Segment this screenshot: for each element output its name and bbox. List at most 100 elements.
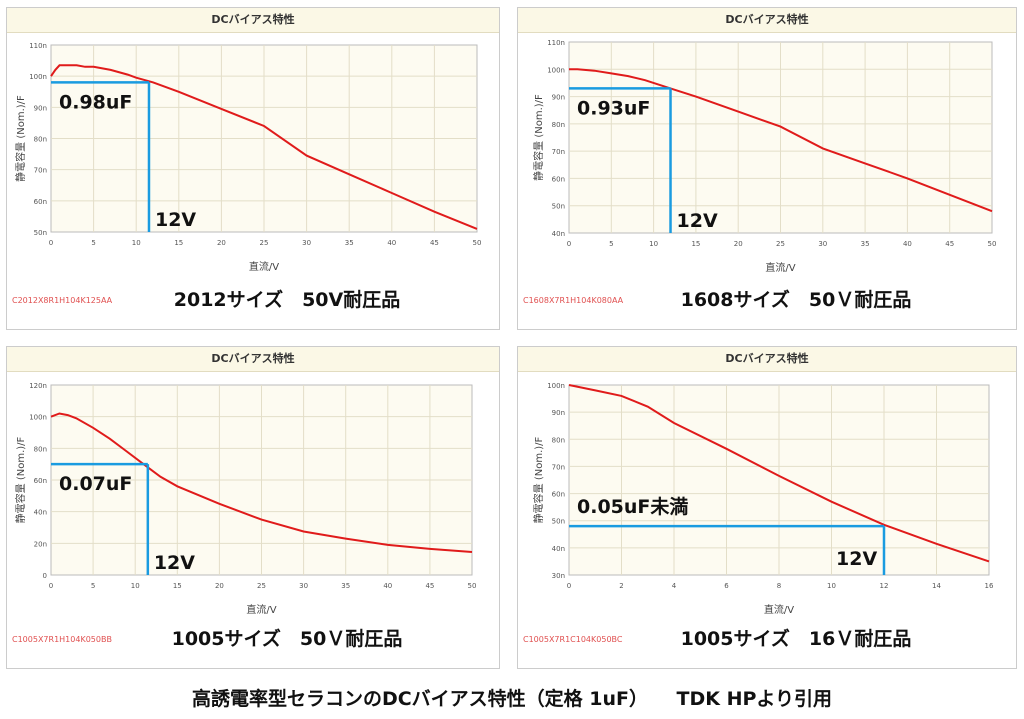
chart-title-3: DCバイアス特性 <box>7 347 499 372</box>
chart3-y-tick-label: 60n <box>34 477 47 485</box>
chart1-y-tick-label: 50n <box>34 229 47 237</box>
chart1-y-tick-label: 100n <box>29 73 47 81</box>
chart3-y-tick-label: 40n <box>34 509 47 517</box>
chart2-x-tick-label: 30 <box>818 240 827 248</box>
chart2-x-tick-label: 15 <box>691 240 700 248</box>
chart2-voltage-annotation: 12V <box>677 210 718 232</box>
chart1-y-axis-label: 静電容量 (Nom.)/F <box>14 95 27 182</box>
chart1-x-tick-label: 25 <box>260 239 269 247</box>
chart1-x-axis-label: 直流/V <box>249 260 279 273</box>
chart1-x-tick-label: 45 <box>430 239 439 247</box>
chart2-y-tick-label: 100n <box>547 66 565 74</box>
chart3-x-tick-label: 5 <box>91 582 95 590</box>
chart2-y-axis-label: 静電容量 (Nom.)/F <box>532 94 545 181</box>
chart4-x-axis-label: 直流/V <box>764 603 794 616</box>
chart-panel-3: DCバイアス特性 0 20n 40n 60n 80n 100n 120n 0 5 10 15 20 25… <box>6 346 500 669</box>
chart1-y-tick-label: 80n <box>34 136 47 144</box>
chart1-x-tick-label: 15 <box>174 239 183 247</box>
chart-svg-1: 50n 60n 70n 80n 90n 100n 110n 0 5 10 15 20 25 30 35 40 4… <box>12 42 482 311</box>
chart-svg-3: 0 20n 40n 60n 80n 100n 120n 0 5 10 15 20 25 30 35 40 45 5… <box>12 382 477 650</box>
chart3-x-tick-label: 30 <box>299 582 308 590</box>
chart1-x-tick-label: 40 <box>387 239 396 247</box>
chart3-y-tick-label: 0 <box>43 572 47 580</box>
chart2-size-rating-label: 1608サイズ 50Ｖ耐圧品 <box>681 288 912 311</box>
chart-svg-2: 40n 50n 60n 70n 80n 90n 100n 110n 0 5 10 15 20 25 30 35… <box>523 39 996 311</box>
chart4-x-tick-label: 2 <box>619 582 623 590</box>
chart2-x-tick-label: 40 <box>903 240 912 248</box>
chart2-value-annotation: 0.93uF <box>577 97 650 119</box>
chart-svg-4: 30n 40n 50n 60n 70n 80n 90n 100n 0 2 4 6 8 10 12 14 16 直流… <box>523 382 994 650</box>
chart1-x-tick-label: 5 <box>91 239 95 247</box>
chart2-y-tick-label: 60n <box>552 175 565 183</box>
figure-caption: 高誘電率型セラコンのDCバイアス特性（定格 1uF） TDK HPより引用 <box>191 688 833 710</box>
chart1-y-tick-label: 90n <box>34 104 47 112</box>
chart1-x-tick-label: 10 <box>132 239 141 247</box>
chart1-y-tick-label: 110n <box>29 42 47 50</box>
chart4-x-tick-label: 12 <box>880 582 889 590</box>
chart-panel-2: DCバイアス特性 40n 50n 60n 70n 80n 90n 100n 110n 0 5 10 1… <box>517 7 1017 330</box>
chart3-x-tick-label: 45 <box>425 582 434 590</box>
chart4-y-tick-label: 50n <box>552 518 565 526</box>
chart1-part-number: C2012X8R1H104K125AA <box>12 296 113 305</box>
chart4-size-rating-label: 1005サイズ 16Ｖ耐圧品 <box>681 627 912 650</box>
chart4-part-number: C1005X7R1C104K050BC <box>523 635 623 644</box>
chart1-x-tick-label: 20 <box>217 239 226 247</box>
chart1-x-tick-label: 50 <box>473 239 482 247</box>
chart2-y-tick-label: 110n <box>547 39 565 47</box>
chart1-y-tick-label: 60n <box>34 198 47 206</box>
chart3-x-tick-label: 0 <box>49 582 53 590</box>
chart2-x-axis-label: 直流/V <box>765 261 795 274</box>
chart3-part-number: C1005X7R1H104K050BB <box>12 635 112 644</box>
chart4-x-tick-label: 4 <box>672 582 677 590</box>
chart3-x-axis-label: 直流/V <box>246 603 276 616</box>
chart2-x-tick-label: 20 <box>734 240 743 248</box>
chart4-voltage-annotation: 12V <box>836 548 877 570</box>
chart3-x-tick-label: 15 <box>173 582 182 590</box>
chart4-y-axis-label: 静電容量 (Nom.)/F <box>532 436 545 523</box>
chart-panel-1: DCバイアス特性 50n 60n 70n 80n 90n 100n 110n 0 5 10 15 20… <box>6 7 500 330</box>
chart4-y-tick-label: 30n <box>552 572 565 580</box>
chart2-part-number: C1608X7R1H104K080AA <box>523 296 624 305</box>
chart4-x-tick-label: 14 <box>932 582 941 590</box>
chart2-x-tick-label: 45 <box>945 240 954 248</box>
chart3-y-tick-label: 20n <box>34 540 47 548</box>
chart2-x-tick-label: 5 <box>609 240 613 248</box>
chart1-x-tick-label: 0 <box>49 239 53 247</box>
chart4-y-tick-label: 80n <box>552 436 565 444</box>
chart2-x-tick-label: 35 <box>861 240 870 248</box>
chart1-voltage-annotation: 12V <box>155 209 196 231</box>
chart3-y-tick-label: 80n <box>34 445 47 453</box>
chart2-y-tick-label: 50n <box>552 203 565 211</box>
chart3-x-tick-label: 10 <box>131 582 140 590</box>
chart2-y-tick-label: 70n <box>552 148 565 156</box>
chart1-x-tick-label: 35 <box>345 239 354 247</box>
chart-title-4: DCバイアス特性 <box>518 347 1016 372</box>
chart2-series-line <box>569 68 993 213</box>
chart4-series-line <box>568 384 990 563</box>
chart2-x-tick-label: 10 <box>649 240 658 248</box>
chart4-x-tick-label: 0 <box>567 582 571 590</box>
chart4-x-tick-label: 16 <box>985 582 994 590</box>
chart3-x-tick-label: 40 <box>383 582 392 590</box>
chart2-y-tick-label: 80n <box>552 121 565 129</box>
chart3-x-tick-label: 25 <box>257 582 266 590</box>
chart4-y-tick-label: 60n <box>552 491 565 499</box>
chart1-x-tick-label: 30 <box>302 239 311 247</box>
chart1-y-tick-label: 70n <box>34 167 47 175</box>
chart3-x-tick-label: 50 <box>468 582 477 590</box>
chart2-y-tick-label: 40n <box>552 230 565 238</box>
chart2-y-tick-label: 90n <box>552 94 565 102</box>
chart3-x-tick-label: 35 <box>341 582 350 590</box>
chart-panel-4: DCバイアス特性 30n 40n 50n 60n 70n 80n 90n 100n 0 2 4 6 8 1… <box>517 346 1017 669</box>
chart1-series-line <box>50 64 478 230</box>
chart4-x-tick-label: 6 <box>724 582 729 590</box>
chart-title-2: DCバイアス特性 <box>518 8 1016 33</box>
chart2-x-tick-label: 25 <box>776 240 785 248</box>
chart3-y-axis-label: 静電容量 (Nom.)/F <box>14 436 27 523</box>
chart3-y-tick-label: 120n <box>29 382 47 390</box>
chart3-y-tick-label: 100n <box>29 414 47 422</box>
chart3-voltage-annotation: 12V <box>154 552 195 574</box>
chart3-x-tick-label: 20 <box>215 582 224 590</box>
chart4-y-tick-label: 70n <box>552 463 565 471</box>
chart4-x-tick-label: 8 <box>777 582 781 590</box>
